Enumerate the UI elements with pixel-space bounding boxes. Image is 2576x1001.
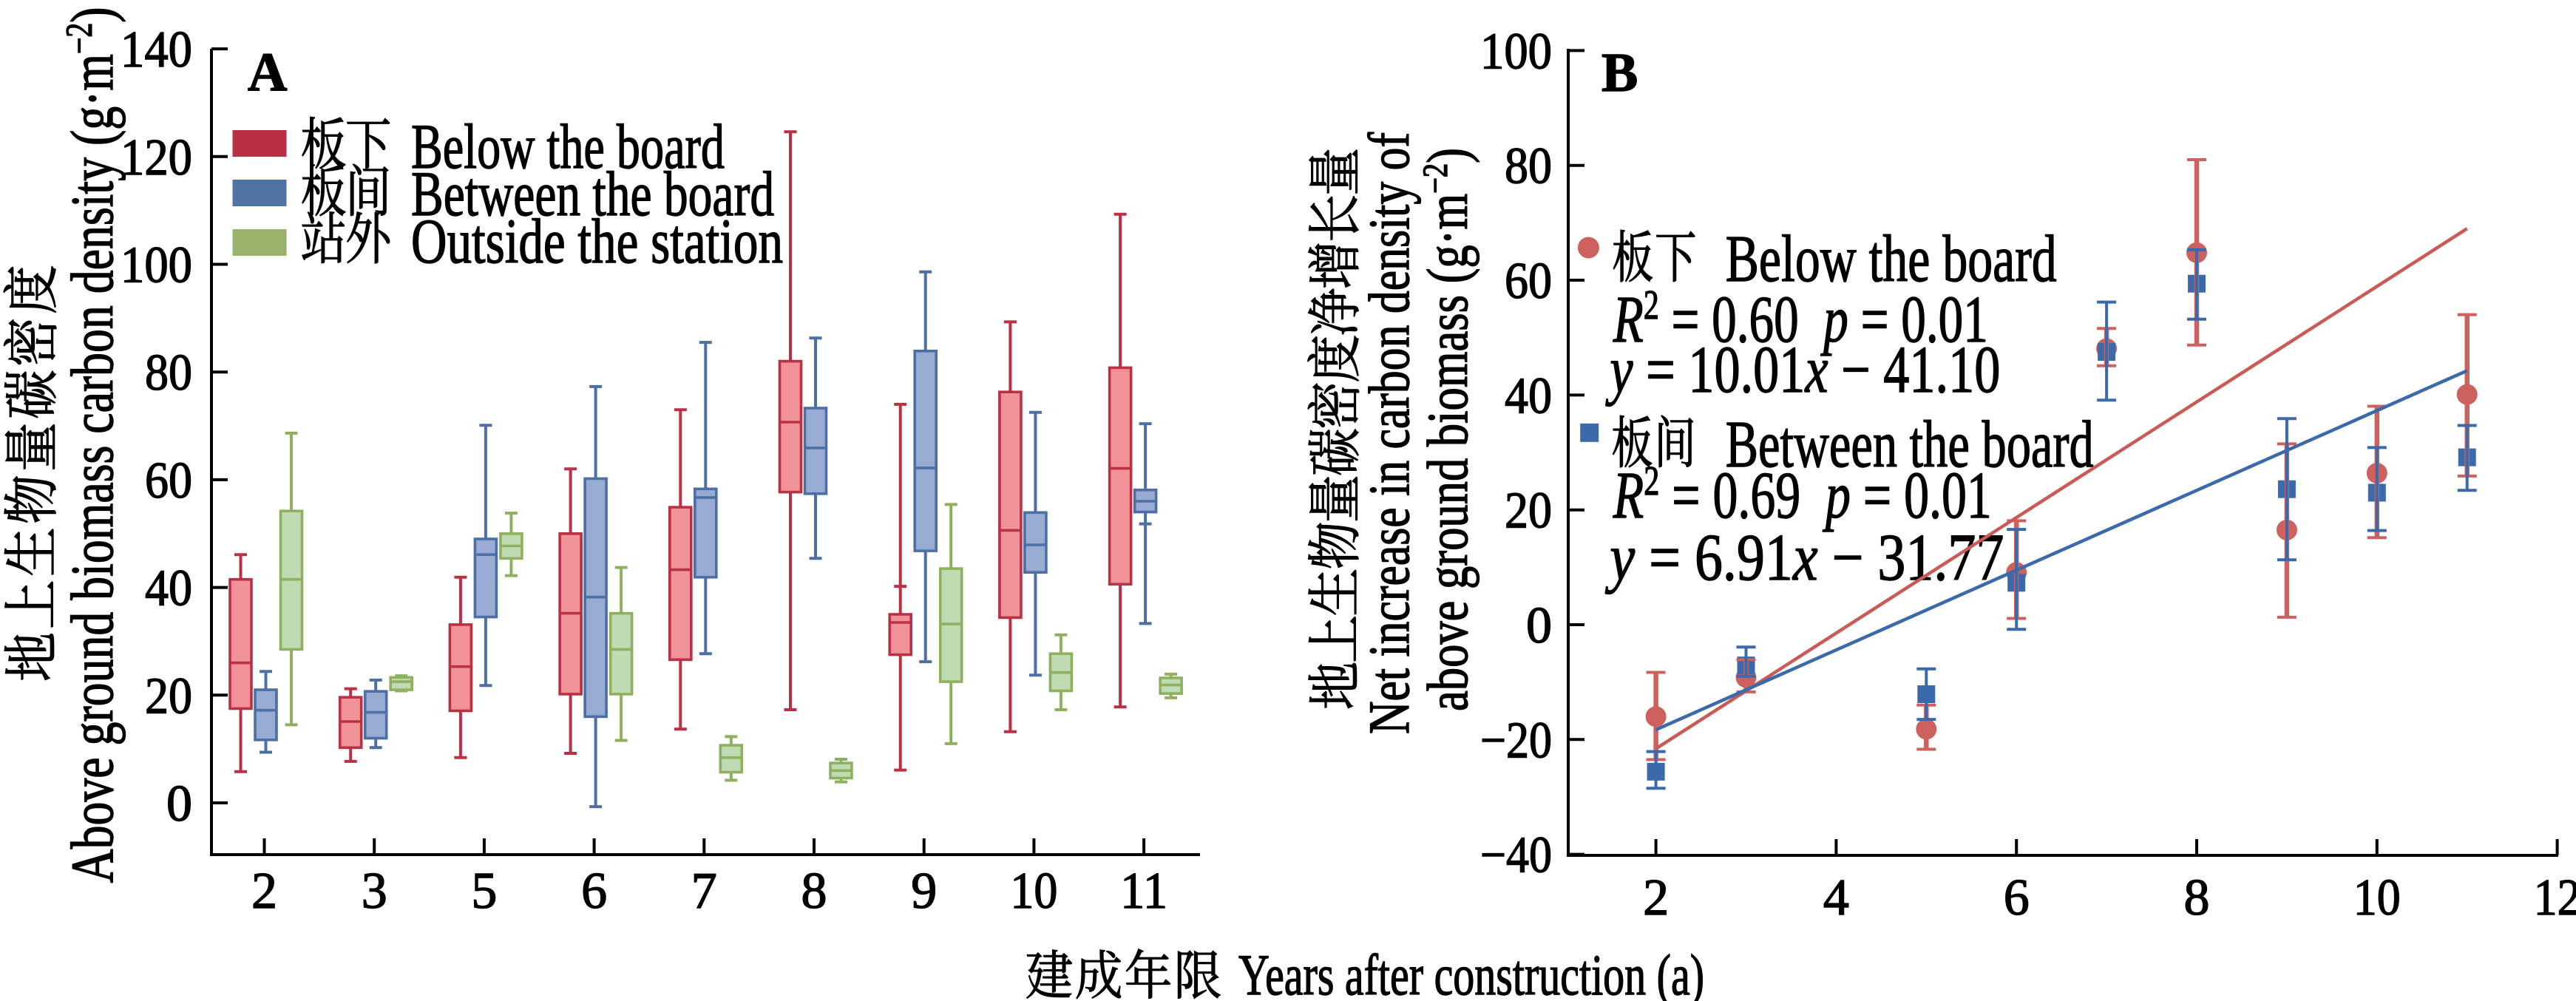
svg-text:0: 0 — [1526, 597, 1552, 654]
svg-text:Below the board: Below the board — [411, 112, 725, 182]
svg-text:Above ground biomass carbon de: Above ground biomass carbon density (g·m… — [58, 7, 126, 883]
svg-text:60: 60 — [145, 451, 192, 509]
svg-text:11: 11 — [1120, 861, 1167, 919]
svg-text:5: 5 — [471, 863, 497, 920]
svg-text:6: 6 — [2004, 869, 2030, 926]
svg-text:Between the board: Between the board — [411, 158, 774, 229]
svg-text:10: 10 — [2353, 868, 2401, 926]
svg-text:40: 40 — [145, 559, 192, 617]
svg-text:6: 6 — [581, 863, 607, 920]
svg-text:Between the board: Between the board — [1726, 408, 2094, 481]
svg-text:Years after construction (a): Years after construction (a) — [1238, 943, 1704, 1001]
svg-text:−20: −20 — [1480, 712, 1552, 769]
svg-text:80: 80 — [145, 344, 192, 401]
svg-text:8: 8 — [2184, 869, 2210, 926]
svg-text:R2 = 0.60 p = 0.01: R2 = 0.60 p = 0.01 — [1613, 282, 1988, 356]
svg-text:above ground biomass (g·m−2): above ground biomass (g·m−2) — [1416, 148, 1480, 711]
svg-text:A: A — [248, 42, 287, 103]
svg-text:2: 2 — [251, 863, 277, 920]
svg-text:20: 20 — [145, 667, 192, 725]
svg-text:−40: −40 — [1480, 827, 1552, 883]
svg-text:80: 80 — [1505, 137, 1552, 194]
svg-text:40: 40 — [1505, 367, 1552, 424]
svg-text:100: 100 — [1480, 22, 1552, 80]
svg-text:Below the board: Below the board — [1726, 223, 2057, 296]
svg-text:12: 12 — [2534, 868, 2576, 926]
svg-text:4: 4 — [1823, 869, 1849, 926]
svg-text:20: 20 — [1505, 481, 1552, 539]
svg-text:y = 6.91x − 31.77: y = 6.91x − 31.77 — [1605, 521, 2004, 594]
svg-text:R2 = 0.69 p = 0.01: R2 = 0.69 p = 0.01 — [1613, 458, 1992, 532]
svg-text:8: 8 — [801, 863, 827, 920]
svg-text:Outside the station: Outside the station — [411, 206, 783, 276]
svg-text:Net increase in carbon density: Net increase in carbon density of — [1358, 132, 1421, 734]
svg-text:120: 120 — [121, 128, 192, 186]
svg-text:B: B — [1601, 43, 1638, 104]
svg-text:2: 2 — [1643, 869, 1669, 926]
svg-text:60: 60 — [1505, 251, 1552, 309]
svg-text:7: 7 — [691, 863, 717, 920]
svg-text:140: 140 — [121, 21, 192, 78]
svg-text:3: 3 — [362, 863, 387, 920]
svg-text:100: 100 — [121, 236, 192, 293]
svg-text:9: 9 — [911, 863, 937, 920]
svg-text:y = 10.01x − 41.10: y = 10.01x − 41.10 — [1605, 333, 2000, 407]
svg-text:10: 10 — [1010, 861, 1057, 919]
svg-text:0: 0 — [166, 776, 192, 832]
